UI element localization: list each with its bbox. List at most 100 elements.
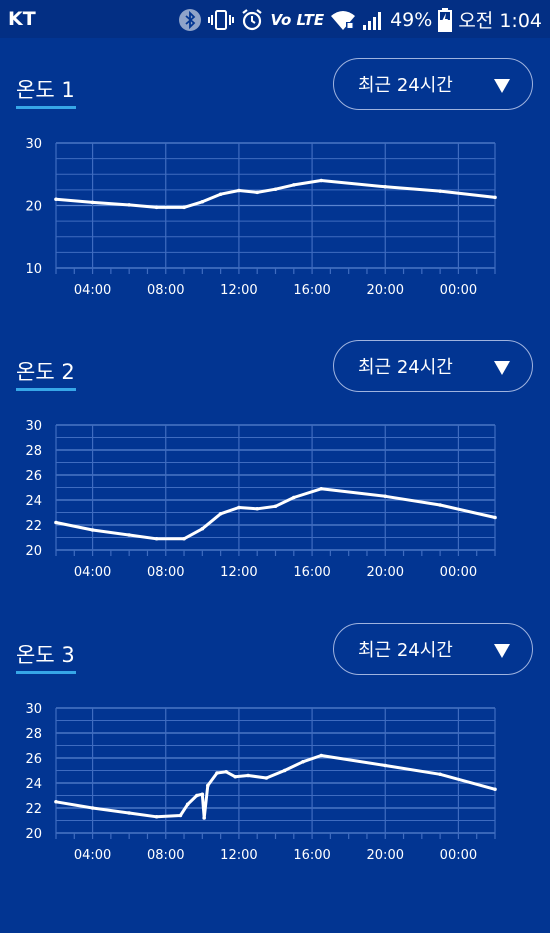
temperature-data-point	[195, 793, 199, 798]
x-tick-label: 08:00	[147, 565, 184, 580]
temperature-data-point	[438, 772, 442, 777]
y-tick-label: 10	[25, 262, 42, 277]
temperature-data-point	[178, 813, 183, 818]
temperature-data-point	[127, 203, 131, 207]
y-tick-label: 28	[25, 727, 42, 742]
dropdown-arrow-icon	[494, 77, 510, 98]
temperature-chart: 30 28 26 24 22 20 04:00 08:00 12:00 16:00 20:00 00:…	[25, 702, 497, 863]
temperature-section-2: 온도 2 최근 24시간 30 28 26 24 22 20 04:00 08:00 12:00…	[0, 340, 550, 620]
x-tick-label: 20:00	[367, 283, 404, 298]
dropdown-arrow-icon	[494, 359, 510, 380]
temperature-data-point	[154, 536, 159, 541]
y-tick-label: 30	[25, 419, 42, 434]
wifi-icon	[330, 9, 356, 31]
temperature-data-point	[127, 533, 131, 537]
temperature-data-point	[182, 536, 186, 541]
temperature-section-1: 온도 1 최근 24시간 30 20 10 04:00 08:00 12:00 16:00 2…	[0, 58, 550, 338]
temperature-data-point	[273, 187, 278, 192]
title-underline	[16, 106, 76, 109]
section-title: 온도 3	[16, 643, 75, 667]
x-tick-label: 00:00	[440, 283, 477, 298]
temperature-data-point	[273, 504, 278, 509]
y-tick-label: 26	[25, 752, 42, 767]
temperature-data-point	[319, 178, 324, 183]
y-tick-label: 24	[25, 777, 42, 792]
y-tick-label: 22	[25, 519, 42, 534]
y-tick-label: 20	[25, 827, 42, 842]
x-tick-label: 12:00	[220, 283, 257, 298]
x-tick-label: 12:00	[220, 848, 257, 863]
temperature-data-point	[383, 763, 388, 768]
temperature-series-line	[54, 179, 497, 209]
temperature-data-point	[90, 528, 95, 532]
signal-icon	[362, 9, 384, 31]
range-select-button[interactable]: 최근 24시간	[333, 623, 533, 675]
status-icons: Vo LTE 49% 오전 1:04	[178, 6, 542, 33]
temperature-data-point	[237, 505, 241, 510]
x-tick-label: 20:00	[367, 565, 404, 580]
temperature-data-point	[493, 195, 497, 200]
temperature-data-point	[383, 494, 388, 499]
y-tick-label: 30	[25, 702, 42, 717]
temperature-data-point	[54, 520, 58, 525]
range-select-button[interactable]: 최근 24시간	[333, 58, 533, 110]
x-tick-label: 00:00	[440, 565, 477, 580]
temperature-data-point	[264, 776, 269, 780]
temperature-data-point	[90, 806, 95, 810]
y-tick-label: 28	[25, 444, 42, 459]
y-tick-label: 20	[25, 200, 42, 215]
temperature-data-point	[319, 753, 324, 758]
volte-icon: Vo LTE	[270, 11, 324, 29]
x-tick-label: 04:00	[74, 565, 111, 580]
temperature-data-point	[185, 802, 190, 807]
x-tick-label: 20:00	[367, 848, 404, 863]
temperature-data-point	[54, 799, 58, 804]
temperature-data-point	[319, 486, 324, 491]
temperature-chart: 30 20 10 04:00 08:00 12:00 16:00 20:00 00:00	[25, 137, 497, 298]
temperature-data-point	[282, 768, 287, 773]
x-tick-label: 00:00	[440, 848, 477, 863]
title-underline	[16, 388, 76, 391]
dropdown-arrow-icon	[494, 642, 510, 663]
temperature-series-line	[54, 487, 497, 541]
temperature-data-point	[383, 184, 388, 189]
temperature-data-point	[255, 506, 260, 511]
y-tick-label: 20	[25, 544, 42, 559]
x-tick-label: 12:00	[220, 565, 257, 580]
temperature-series-line	[54, 754, 497, 820]
y-tick-label: 26	[25, 469, 42, 484]
temperature-data-point	[233, 774, 238, 779]
x-tick-label: 04:00	[74, 848, 111, 863]
temperature-data-point	[438, 189, 442, 193]
alarm-icon	[240, 8, 264, 32]
temperature-chart: 30 28 26 24 22 20 04:00 08:00 12:00 16:00 20:00 00:…	[25, 419, 497, 580]
section-title: 온도 2	[16, 360, 75, 384]
temperature-data-point	[202, 816, 206, 820]
status-bar: KT Vo LTE 49% 오전 1:04	[0, 0, 550, 38]
temperature-data-point	[246, 773, 250, 778]
temperature-data-point	[218, 511, 223, 516]
temperature-data-point	[438, 503, 442, 507]
temperature-data-point	[200, 199, 205, 204]
range-select-button[interactable]: 최근 24시간	[333, 340, 533, 392]
temperature-data-point	[90, 200, 95, 205]
temperature-data-point	[54, 197, 58, 202]
temperature-data-point	[154, 205, 159, 210]
temperature-section-3: 온도 3 최근 24시간 30 28 26 24 22 20 04:00 08:00 12:00…	[0, 623, 550, 903]
clock: 오전 1:04	[458, 10, 542, 32]
temperature-data-point	[493, 515, 497, 520]
x-tick-label: 16:00	[293, 848, 330, 863]
volte-label: Vo LTE	[270, 10, 325, 29]
x-tick-label: 08:00	[147, 283, 184, 298]
battery-percent: 49%	[390, 8, 433, 31]
temperature-data-point	[237, 188, 241, 193]
temperature-data-point	[206, 783, 210, 788]
bluetooth-icon	[178, 8, 202, 32]
y-tick-label: 30	[25, 137, 42, 152]
range-label: 최근 24시간	[358, 357, 453, 378]
vibrate-icon	[208, 9, 235, 31]
temperature-data-point	[493, 787, 497, 792]
y-tick-label: 24	[25, 494, 42, 509]
x-tick-label: 16:00	[293, 283, 330, 298]
temperature-data-point	[255, 190, 260, 195]
